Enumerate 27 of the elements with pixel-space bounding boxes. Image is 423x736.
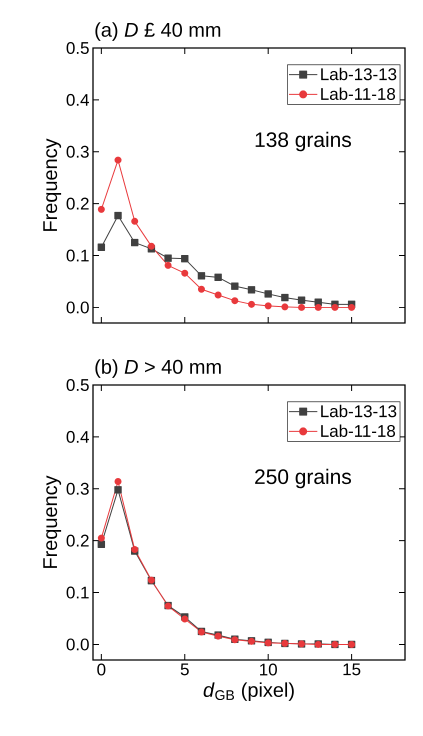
annotation: 138 grains — [256, 132, 351, 152]
x-tick-label: 5 — [180, 664, 189, 676]
y-tick-label: 0.5 — [66, 379, 89, 392]
chart-title: (b) D > 40 mm — [95, 359, 221, 378]
y-tick-label: 0.4 — [66, 94, 89, 106]
legend-label: Lab-13-13 — [321, 68, 396, 80]
y-axis-title: Frequency — [43, 138, 62, 231]
x-tick-label: 0 — [97, 664, 106, 676]
annotation: 250 grains — [255, 468, 351, 488]
x-tick-label: 10 — [260, 664, 277, 676]
chart-title: (a) D £ 40 mm — [95, 22, 220, 41]
y-tick-label: 0.2 — [66, 534, 89, 547]
y-tick-label: 0.4 — [66, 430, 89, 443]
x-tick-label: 15 — [343, 664, 360, 676]
y-tick-label: 0.1 — [66, 586, 89, 599]
legend-label: Lab-13-13 — [321, 404, 396, 418]
y-axis-title: Frequency — [43, 475, 62, 568]
y-tick-label: 0.2 — [66, 198, 89, 210]
y-tick-label: 0.3 — [66, 146, 89, 158]
legend-label: Lab-11-18 — [321, 88, 396, 100]
x-axis-title: d$_{GB}$ (pixel) — [204, 682, 294, 701]
y-tick-label: 0.5 — [66, 42, 89, 54]
legend-label: Lab-11-18 — [321, 424, 396, 437]
y-tick-label: 0.0 — [66, 301, 89, 314]
y-tick-label: 0.3 — [66, 482, 89, 495]
y-tick-label: 0.0 — [66, 638, 89, 650]
y-tick-label: 0.1 — [66, 250, 89, 262]
